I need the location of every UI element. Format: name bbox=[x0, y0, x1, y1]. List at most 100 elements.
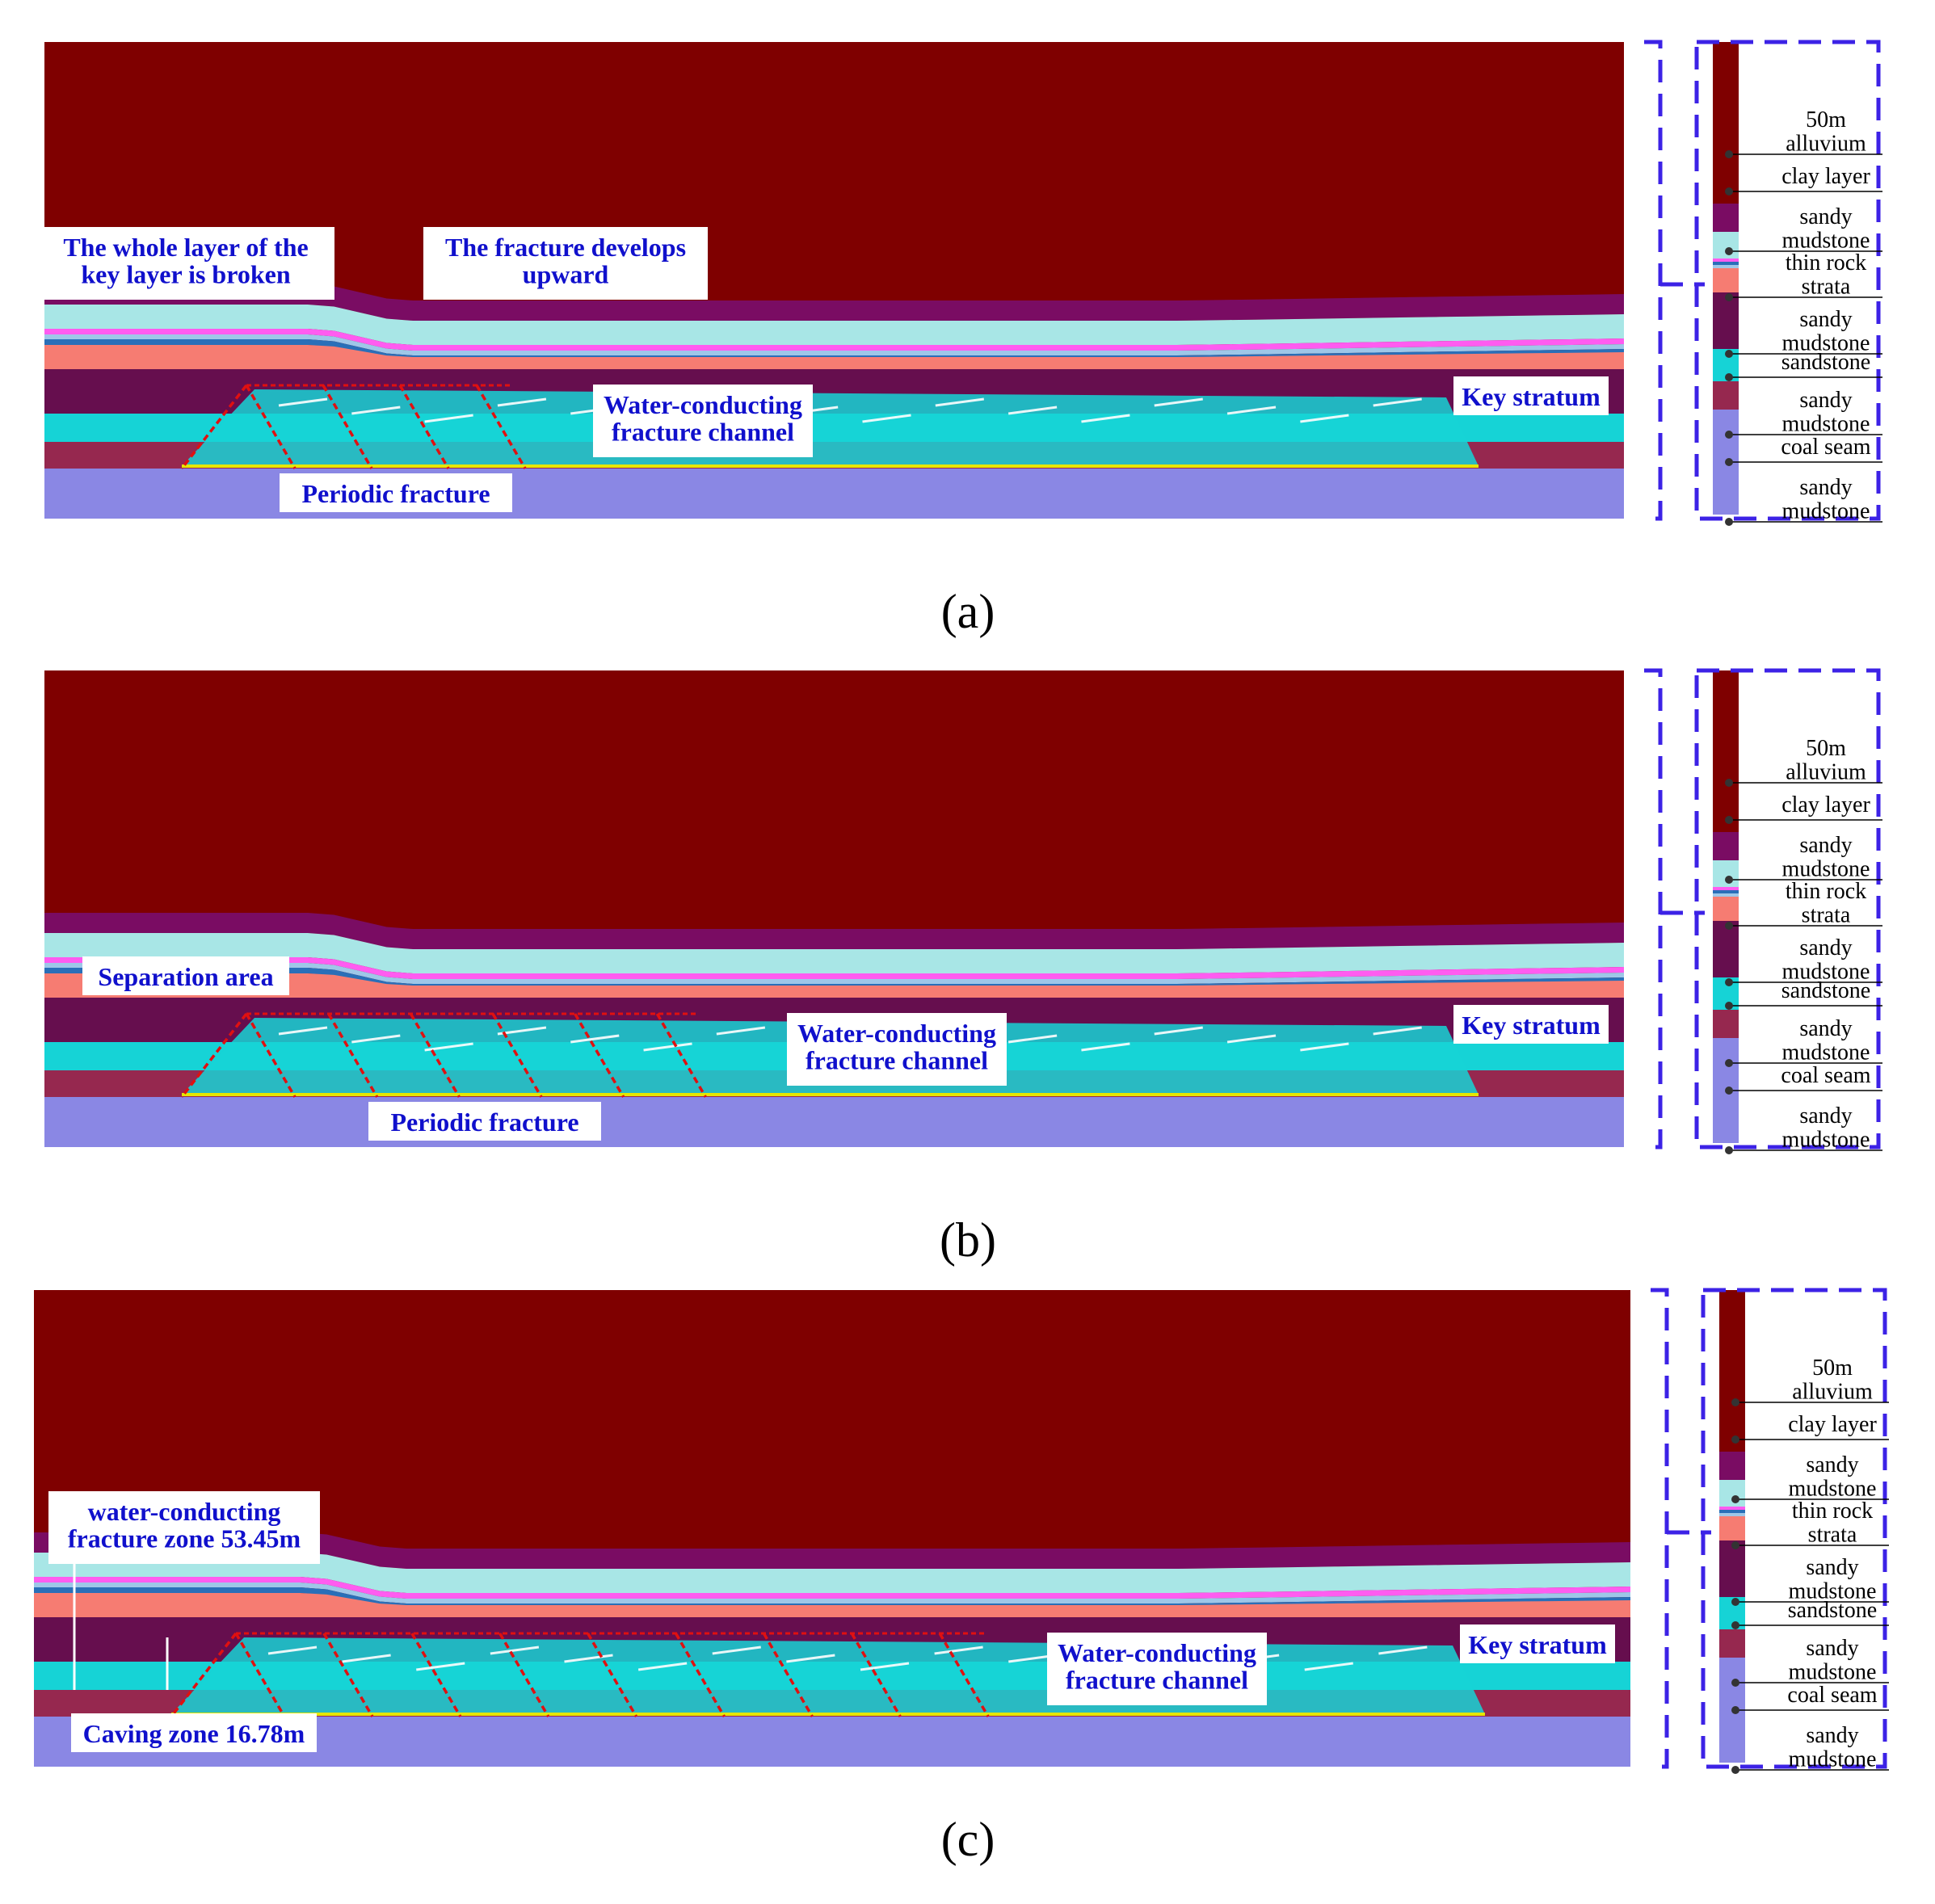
legend-dot bbox=[1725, 293, 1733, 301]
fracture-mark bbox=[424, 414, 473, 423]
legend-dot bbox=[1725, 518, 1733, 526]
fracture-mark bbox=[1226, 406, 1277, 415]
callout-box bbox=[82, 956, 289, 995]
periodic-fracture-line bbox=[938, 1633, 990, 1717]
legend-dot bbox=[1725, 978, 1733, 986]
callout-wczone: water-conducting fracture zone 53.45m bbox=[68, 1497, 301, 1553]
legend-label: clay layer bbox=[1788, 1412, 1877, 1437]
periodic-fracture-line bbox=[180, 1012, 248, 1099]
callout-box bbox=[1453, 1005, 1609, 1044]
legend-dot bbox=[1725, 247, 1733, 255]
periodic-fracture-line bbox=[180, 384, 248, 470]
fracture-mark bbox=[497, 1026, 547, 1036]
legend-dot bbox=[1725, 1086, 1733, 1095]
legend-swatch bbox=[1719, 1290, 1745, 1452]
legend-swatch bbox=[1713, 262, 1739, 265]
legend-dot bbox=[1731, 1495, 1739, 1503]
legend-dot bbox=[1725, 816, 1733, 824]
legend-label: 50m alluvium bbox=[1792, 1355, 1873, 1404]
legend-label: 50m alluvium bbox=[1786, 107, 1866, 156]
periodic-fracture-line bbox=[322, 385, 373, 469]
legend-label: sandy mudstone bbox=[1782, 204, 1870, 253]
legend-dot bbox=[1725, 1002, 1733, 1010]
legend-label: sandstone bbox=[1781, 350, 1870, 375]
callout-key: Key stratum bbox=[1462, 1011, 1601, 1040]
fracture-mark bbox=[1154, 397, 1203, 407]
periodic-fracture-line bbox=[245, 385, 297, 469]
sandy-mudstone-upper bbox=[44, 305, 1624, 345]
periodic-fracture-line bbox=[587, 1633, 638, 1717]
legend-swatch bbox=[1713, 204, 1739, 232]
callout-channel: Water-conducting fracture channel bbox=[604, 390, 802, 447]
periodic-fracture-line bbox=[762, 1633, 814, 1717]
sandy-mudstone-upper bbox=[34, 1553, 1630, 1593]
legend-label: clay layer bbox=[1781, 164, 1870, 189]
legend-swatch bbox=[1719, 1507, 1745, 1510]
callout-box bbox=[593, 385, 813, 457]
fracture-mark bbox=[278, 397, 328, 407]
fracture-mark bbox=[267, 1646, 318, 1655]
periodic-fracture-line bbox=[245, 1013, 297, 1098]
thin-rock-blue bbox=[44, 339, 1624, 361]
legend-label: sandy mudstone bbox=[1782, 1016, 1870, 1065]
clay-layer bbox=[44, 284, 1624, 321]
fracture-mark bbox=[342, 1654, 391, 1663]
legend-label: sandy mudstone bbox=[1789, 1452, 1877, 1501]
callout-channel: Water-conducting fracture channel bbox=[797, 1019, 996, 1075]
legend-label: sandy mudstone bbox=[1782, 833, 1870, 881]
callout-caving: Caving zone 16.78m bbox=[83, 1719, 305, 1748]
legend-dot bbox=[1725, 187, 1733, 195]
legend-swatch bbox=[1713, 381, 1739, 410]
periodic-fracture-line bbox=[327, 1013, 379, 1098]
fracture-mark bbox=[351, 406, 401, 415]
legend-swatch bbox=[1713, 921, 1739, 977]
fracture-mark bbox=[934, 1646, 983, 1655]
thin-rock-light bbox=[44, 963, 1624, 984]
fracture-mark bbox=[1081, 1042, 1130, 1052]
legend-dot bbox=[1731, 1621, 1739, 1629]
legend-label: coal seam bbox=[1787, 1683, 1877, 1708]
legend-label: sandy mudstone bbox=[1789, 1636, 1877, 1684]
legend-dot bbox=[1725, 876, 1733, 884]
legend-frame bbox=[1694, 668, 1881, 1150]
clay-layer bbox=[34, 1532, 1630, 1569]
fracture-mark bbox=[1373, 1026, 1422, 1036]
fracture-mark bbox=[490, 1646, 540, 1655]
thin-rock-blue bbox=[34, 1587, 1630, 1609]
legend-label: coal seam bbox=[1781, 1063, 1870, 1088]
legend-swatch bbox=[1719, 1540, 1745, 1597]
legend-swatch bbox=[1713, 893, 1739, 897]
legend-swatch bbox=[1719, 1513, 1745, 1516]
fracture-mark bbox=[570, 1034, 620, 1044]
goaf-zone bbox=[182, 389, 1479, 466]
legend-label: thin rock strata bbox=[1786, 879, 1866, 927]
legend-dot bbox=[1731, 1706, 1739, 1714]
callout-separation: Separation area bbox=[98, 962, 273, 991]
legend-label: sandy mudstone bbox=[1789, 1555, 1877, 1603]
legend-swatch bbox=[1719, 1510, 1745, 1513]
periodic-fracture-line bbox=[491, 1013, 543, 1098]
callout-periodic: Periodic fracture bbox=[390, 1108, 578, 1137]
legend-label: thin rock strata bbox=[1786, 250, 1866, 299]
callout-box bbox=[280, 473, 512, 512]
legend-dot bbox=[1731, 1679, 1739, 1687]
legend-dot bbox=[1725, 350, 1733, 358]
callout-box bbox=[787, 1013, 1007, 1086]
thin-rock-pink bbox=[44, 329, 1624, 351]
legend-swatch bbox=[1713, 265, 1739, 268]
legend-dot bbox=[1725, 779, 1733, 787]
thin-rock-light bbox=[34, 1582, 1630, 1603]
legend-dot bbox=[1725, 373, 1733, 381]
callout-key: Key stratum bbox=[1462, 382, 1601, 411]
callout-box bbox=[423, 227, 708, 300]
goaf-zone bbox=[171, 1637, 1485, 1714]
legend-label: sandstone bbox=[1788, 1598, 1877, 1623]
legend-frame bbox=[1701, 1288, 1887, 1769]
periodic-fracture-line bbox=[322, 1633, 374, 1717]
legend-swatch bbox=[1719, 1629, 1745, 1658]
legend-dot bbox=[1731, 1435, 1739, 1444]
legend-label: sandstone bbox=[1781, 978, 1870, 1003]
legend-dot bbox=[1725, 431, 1733, 439]
